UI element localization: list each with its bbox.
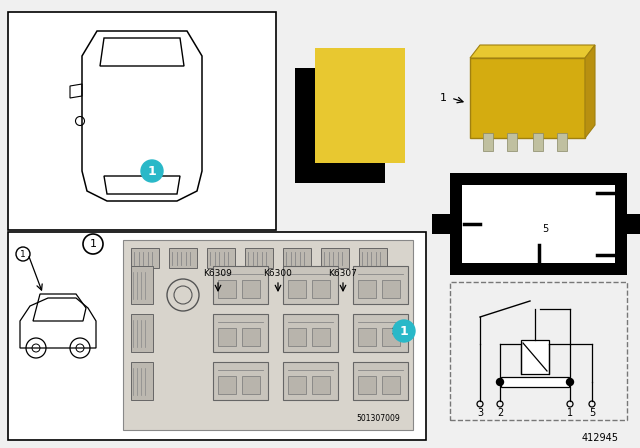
- Bar: [315, 48, 405, 163]
- Polygon shape: [585, 45, 595, 138]
- Text: K6307: K6307: [328, 269, 357, 278]
- Bar: [169, 248, 197, 268]
- Bar: [283, 248, 311, 268]
- Bar: [242, 280, 260, 298]
- Bar: [218, 328, 236, 346]
- Circle shape: [393, 320, 415, 342]
- Bar: [533, 133, 543, 151]
- Bar: [353, 314, 408, 352]
- Bar: [557, 133, 567, 151]
- Text: 3: 3: [448, 219, 454, 229]
- Bar: [8, 12, 276, 230]
- Bar: [312, 328, 330, 346]
- Text: 1: 1: [399, 324, 408, 337]
- Bar: [242, 376, 260, 394]
- Polygon shape: [470, 45, 595, 58]
- Text: 5: 5: [543, 224, 548, 234]
- Bar: [450, 173, 627, 275]
- Text: K6309: K6309: [204, 269, 232, 278]
- Bar: [382, 376, 400, 394]
- Bar: [288, 280, 306, 298]
- Text: 1: 1: [148, 164, 156, 177]
- Bar: [242, 328, 260, 346]
- Bar: [283, 362, 338, 400]
- Bar: [623, 214, 640, 234]
- Bar: [295, 68, 385, 183]
- Text: 2: 2: [497, 408, 503, 418]
- Bar: [213, 266, 268, 304]
- Bar: [462, 185, 615, 263]
- Bar: [8, 232, 426, 440]
- Circle shape: [141, 160, 163, 182]
- Bar: [283, 314, 338, 352]
- Text: 1: 1: [20, 250, 26, 258]
- Text: 1: 1: [90, 239, 97, 249]
- Text: 1: 1: [440, 93, 447, 103]
- Bar: [218, 376, 236, 394]
- Bar: [321, 248, 349, 268]
- Bar: [245, 248, 273, 268]
- Text: 2: 2: [617, 250, 623, 260]
- Bar: [501, 377, 569, 387]
- Text: 1: 1: [617, 188, 623, 198]
- Bar: [483, 133, 493, 151]
- Circle shape: [497, 379, 504, 385]
- Bar: [358, 376, 376, 394]
- Bar: [213, 362, 268, 400]
- Bar: [382, 280, 400, 298]
- Bar: [353, 362, 408, 400]
- Bar: [312, 376, 330, 394]
- Circle shape: [566, 379, 573, 385]
- Bar: [213, 314, 268, 352]
- Text: K6300: K6300: [264, 269, 292, 278]
- Bar: [358, 280, 376, 298]
- Bar: [131, 266, 153, 304]
- Bar: [358, 328, 376, 346]
- Text: 3: 3: [477, 408, 483, 418]
- Bar: [507, 133, 517, 151]
- Bar: [359, 248, 387, 268]
- Text: 5: 5: [589, 408, 595, 418]
- Text: 1: 1: [567, 408, 573, 418]
- Bar: [123, 240, 413, 430]
- Bar: [288, 376, 306, 394]
- Bar: [288, 328, 306, 346]
- Text: 412945: 412945: [582, 433, 618, 443]
- Bar: [450, 282, 627, 420]
- Bar: [470, 58, 585, 138]
- Bar: [382, 328, 400, 346]
- Bar: [218, 280, 236, 298]
- Bar: [353, 266, 408, 304]
- Bar: [131, 362, 153, 400]
- Bar: [207, 248, 235, 268]
- Bar: [432, 214, 454, 234]
- Text: 501307009: 501307009: [356, 414, 400, 422]
- Bar: [131, 248, 159, 268]
- Bar: [283, 266, 338, 304]
- Bar: [131, 314, 153, 352]
- Bar: [312, 280, 330, 298]
- Bar: [521, 340, 549, 374]
